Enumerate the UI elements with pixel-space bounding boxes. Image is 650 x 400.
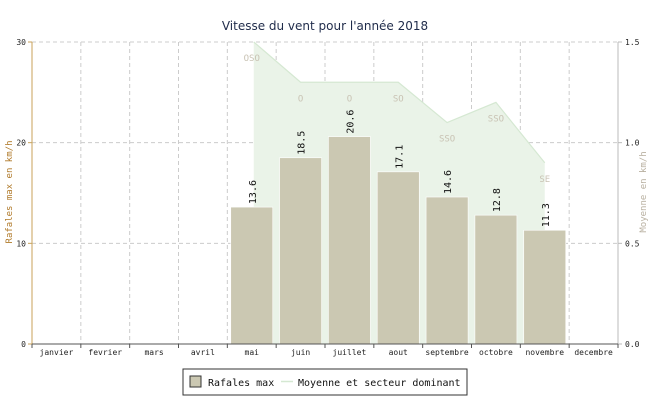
- y-left-tick-label: 10: [16, 239, 26, 248]
- sector-label: SO: [393, 94, 404, 104]
- x-tick-label: decembre: [574, 348, 613, 357]
- bar-value-label: 14.6: [443, 170, 454, 194]
- bar-septembre: [425, 196, 469, 345]
- x-tick-label: avril: [191, 348, 215, 357]
- y-left-tick-label: 30: [16, 38, 26, 47]
- sector-label: SSO: [439, 135, 455, 145]
- sector-label: SE: [539, 175, 550, 185]
- x-tick-label: janvier: [40, 348, 74, 357]
- axes: [28, 41, 622, 348]
- sector-label: OSO: [244, 54, 260, 64]
- bar-aout: [376, 171, 420, 345]
- bar-value-label: 12.8: [492, 188, 503, 212]
- chart-title: Vitesse du vent pour l'année 2018: [222, 19, 428, 33]
- y-right-tick-labels: 0.0 0.5 1.0 1.5: [625, 38, 640, 349]
- sector-label: O: [347, 94, 352, 104]
- bar-value-label: 11.3: [541, 203, 552, 227]
- x-tick-label: juillet: [333, 348, 367, 357]
- bar-value-label: 20.6: [345, 110, 356, 134]
- x-tick-label: octobre: [479, 348, 513, 357]
- y-left-tick-labels: 0 10 20 30: [16, 38, 26, 349]
- bar-novembre: [523, 229, 567, 345]
- legend-label-moyenne: Moyenne et secteur dominant: [298, 378, 461, 389]
- bar-juin: [279, 157, 322, 345]
- bar-mai: [230, 206, 274, 345]
- y-right-label: Moyenne en km/h: [639, 151, 649, 232]
- x-tick-label: mars: [144, 348, 163, 357]
- y-left-tick-label: 20: [16, 139, 26, 148]
- y-left-tick-label: 0: [21, 340, 26, 349]
- mean-line: [253, 41, 546, 164]
- legend-box: [182, 368, 468, 396]
- legend-label-rafales: Rafales max: [208, 378, 274, 389]
- sector-label: SSO: [488, 114, 504, 124]
- y-right-tick-label: 0.5: [625, 239, 640, 248]
- bar-value-label: 17.1: [394, 145, 405, 169]
- y-right-tick-label: 1.0: [625, 139, 640, 148]
- x-tick-labels: janvier fevrier mars avril mai juin juillet aou…: [40, 348, 613, 357]
- x-tick-label: fevrier: [88, 348, 122, 357]
- legend: Rafales max Moyenne et secteur dominant: [182, 368, 468, 396]
- x-tick-label: mai: [245, 348, 260, 357]
- x-tick-label: juin: [291, 348, 310, 357]
- y-right-tick-label: 1.5: [625, 38, 640, 47]
- bar-value-label: 13.6: [248, 180, 259, 204]
- x-tick-label: novembre: [525, 348, 564, 357]
- legend-swatch-rafales: [189, 375, 202, 388]
- bar-juillet: [328, 136, 371, 345]
- y-left-label: Rafales max en km/h: [5, 141, 15, 244]
- sector-label: O: [298, 94, 303, 104]
- x-tick-label: aout: [389, 348, 408, 357]
- bar-value-label: 18.5: [297, 131, 308, 155]
- x-tick-label: septembre: [425, 348, 469, 357]
- y-right-tick-label: 0.0: [625, 340, 640, 349]
- bar-octobre: [474, 214, 518, 345]
- bar-labels: 13.6 18.5 20.6 17.1 14.6 12.8 11.3: [248, 110, 552, 228]
